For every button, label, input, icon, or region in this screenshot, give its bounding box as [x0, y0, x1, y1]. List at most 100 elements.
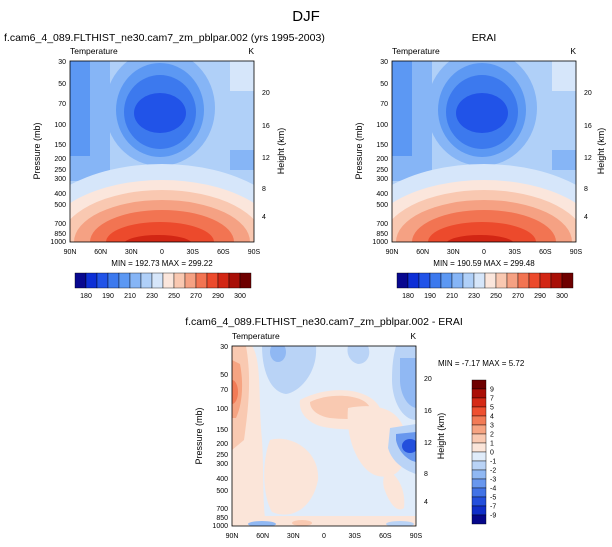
colorbar-label: 180: [402, 293, 414, 300]
colorbar-label: 300: [234, 293, 246, 300]
y-tick: 50: [58, 81, 66, 88]
x-tick: 90N: [64, 249, 77, 256]
y-tick: 500: [376, 202, 388, 209]
y-tick: 1000: [50, 239, 66, 246]
colorbar-swatch: [471, 451, 487, 462]
colorbar-swatches: [74, 272, 252, 289]
colorbar-label: 250: [490, 293, 502, 300]
colorbar-swatch: [206, 272, 219, 289]
colorbar-swatch: [471, 415, 487, 426]
y2-tick: 8: [424, 471, 428, 478]
y2-tick: 4: [262, 214, 266, 221]
colorbar-swatch: [471, 487, 487, 498]
panel-title: f.cam6_4_089.FLTHIST_ne30.cam7_zm_pblpar…: [4, 32, 325, 44]
y-tick: 850: [376, 231, 388, 238]
y2-tick: 12: [584, 155, 592, 162]
colorbar-label: 190: [424, 293, 436, 300]
colorbar-swatch: [440, 272, 453, 289]
y2-tick: 16: [584, 123, 592, 130]
x-tick: 90S: [410, 533, 423, 540]
colorbar-label: 250: [168, 293, 180, 300]
y-tick: 30: [380, 59, 388, 66]
colorbar-swatch: [451, 272, 464, 289]
x-ticks: 90N 60N 30N 0 30S 60S 90S: [226, 533, 423, 540]
y-tick: 200: [376, 156, 388, 163]
y2-tick: 20: [584, 90, 592, 97]
y2-ticks: 20 16 12 8 4: [584, 90, 592, 221]
colorbar-label: 230: [468, 293, 480, 300]
panel-left-label: Temperature: [232, 331, 280, 341]
x-tick: 30N: [125, 249, 138, 256]
y-tick: 150: [54, 142, 66, 149]
colorbar-swatch: [184, 272, 197, 289]
colorbar-label: 270: [512, 293, 524, 300]
x-tick: 90S: [570, 249, 583, 256]
panel-title: f.cam6_4_089.FLTHIST_ne30.cam7_zm_pblpar…: [185, 316, 463, 328]
colorbar-swatch: [173, 272, 186, 289]
y-tick: 100: [376, 122, 388, 129]
colorbar-label: 5: [490, 405, 494, 412]
y-tick: 50: [380, 81, 388, 88]
colorbar-label: 0: [490, 450, 494, 457]
y2-tick: 12: [424, 440, 432, 447]
x-tick: 90S: [248, 249, 261, 256]
colorbar-swatch: [217, 272, 230, 289]
y-ticks: 30 50 70 100 150 200 250 300 400 500 700…: [50, 59, 66, 246]
y2-tick: 16: [424, 408, 432, 415]
colorbar-swatch: [228, 272, 241, 289]
y-tick: 250: [54, 167, 66, 174]
y-tick: 1000: [212, 523, 228, 530]
figure-title: DJF: [292, 8, 320, 25]
colorbar-swatch: [471, 397, 487, 408]
colorbar-swatch: [118, 272, 131, 289]
colorbar-label: -1: [490, 459, 496, 466]
plot-frame: [69, 60, 255, 243]
y-tick: 1000: [372, 239, 388, 246]
colorbar-swatch: [407, 272, 420, 289]
y2-tick: 8: [584, 186, 588, 193]
colorbar-swatch: [473, 272, 486, 289]
colorbar-label: -5: [490, 495, 496, 502]
colorbar-swatch: [107, 272, 120, 289]
panel-erai: ERAI Temperature K 90N 60N 30N 0: [354, 32, 606, 300]
y2-tick: 12: [262, 155, 270, 162]
colorbar-swatch: [471, 424, 487, 435]
panel-title: ERAI: [472, 32, 497, 44]
colorbar-swatch: [471, 433, 487, 444]
colorbar-label: 290: [534, 293, 546, 300]
y2-tick: 16: [262, 123, 270, 130]
y-tick: 300: [54, 176, 66, 183]
panel-right-label: K: [248, 46, 254, 56]
colorbar-swatch: [528, 272, 541, 289]
colorbar-swatch: [471, 505, 487, 516]
colorbar-swatch: [484, 272, 497, 289]
x-tick: 30N: [447, 249, 460, 256]
colorbar-label: 9: [490, 387, 494, 394]
y-tick: 500: [216, 488, 228, 495]
colorbar-swatch: [74, 272, 87, 289]
x-ticks: 90N 60N 30N 0 30S 60S 90S: [64, 249, 261, 256]
panel-model: f.cam6_4_089.FLTHIST_ne30.cam7_zm_pblpar…: [4, 32, 325, 300]
colorbar-label: 270: [190, 293, 202, 300]
colorbar-swatch: [495, 272, 508, 289]
y2-tick: 8: [262, 186, 266, 193]
colorbar-swatch: [471, 514, 487, 525]
y-tick: 200: [216, 441, 228, 448]
y-tick: 500: [54, 202, 66, 209]
colorbar: 9 7 5 4 3 2 1 0 -1 -2 -3 -4 -5 -7 -9: [471, 379, 496, 525]
colorbar-swatch: [462, 272, 475, 289]
y-tick: 200: [54, 156, 66, 163]
colorbar: 180 190 210 230 250 270 290 300: [74, 272, 252, 300]
y-tick: 70: [220, 387, 228, 394]
colorbar-swatch: [195, 272, 208, 289]
colorbar-label: -2: [490, 468, 496, 475]
contour-field: [232, 346, 416, 526]
y-tick: 400: [376, 191, 388, 198]
y-tick: 700: [54, 221, 66, 228]
plot-frame: [391, 60, 577, 243]
colorbar-label: 230: [146, 293, 158, 300]
x-tick: 90N: [386, 249, 399, 256]
min-max-stats: MIN = 190.59 MAX = 299.48: [433, 259, 535, 268]
colorbar-label: -4: [490, 486, 496, 493]
colorbar-swatch: [162, 272, 175, 289]
